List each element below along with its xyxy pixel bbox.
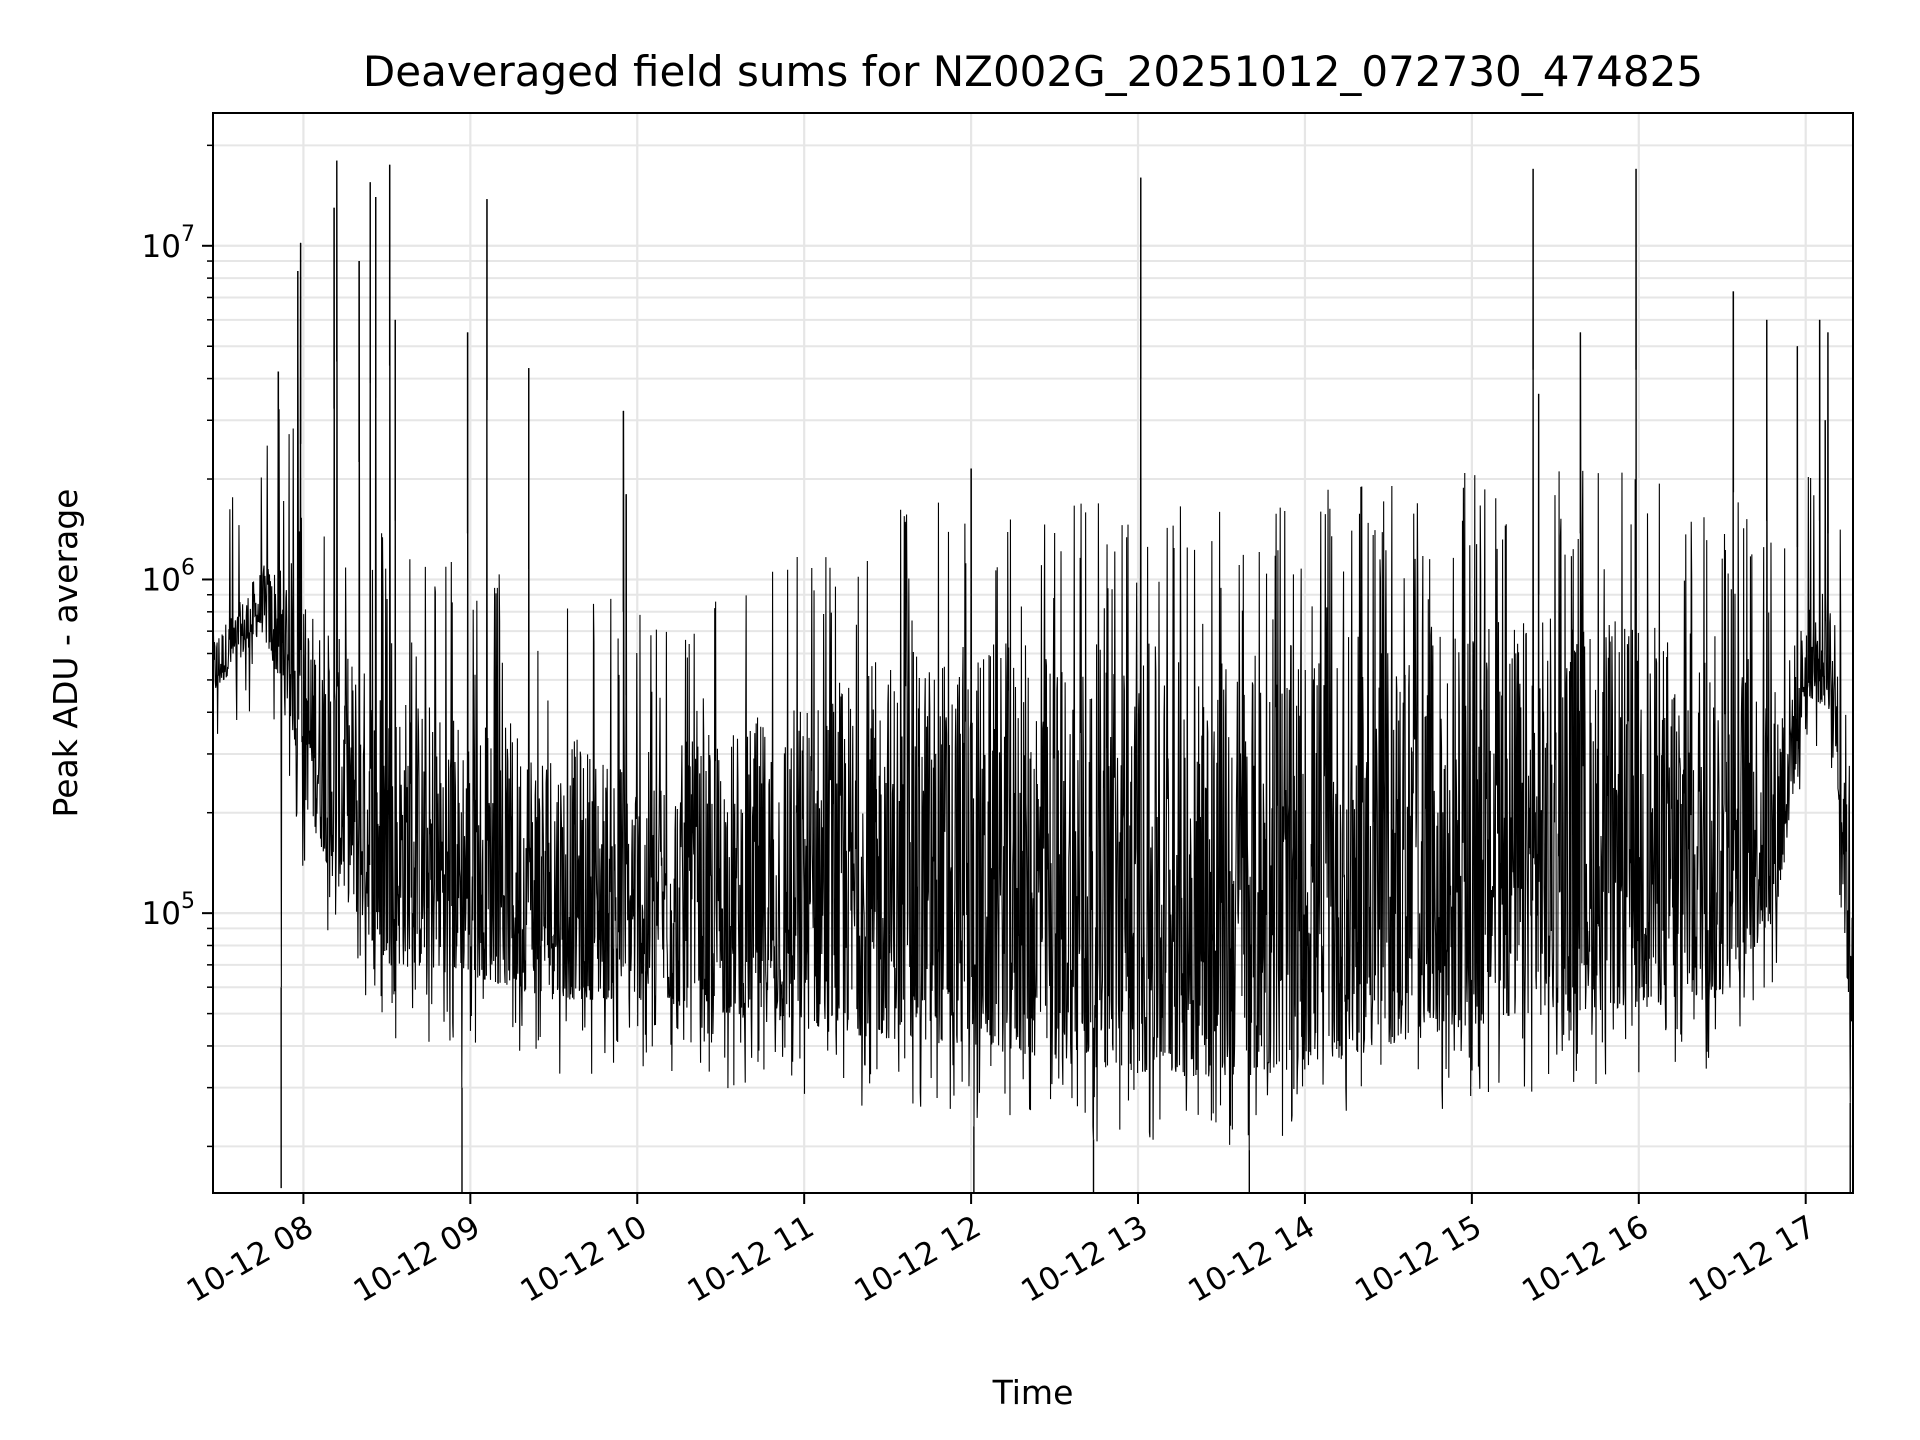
y-tick-label: 107: [142, 222, 195, 265]
y-tick-label-exponent: 5: [181, 889, 195, 914]
y-tick-label: 106: [142, 555, 195, 598]
chart-title: Deaveraged field sums for NZ002G_2025101…: [363, 47, 1703, 96]
y-tick-label: 105: [142, 889, 195, 932]
y-tick-label-base: 10: [142, 896, 181, 932]
x-axis-label: Time: [992, 1373, 1074, 1412]
y-tick-label-exponent: 6: [181, 555, 195, 580]
y-tick-label-base: 10: [142, 562, 181, 598]
data-series: [212, 160, 1854, 1193]
series-line: [212, 160, 1854, 1151]
y-tick-label-base: 10: [142, 229, 181, 265]
y-tick-label-exponent: 7: [181, 222, 195, 247]
y-axis-label: Peak ADU - average: [46, 489, 85, 818]
